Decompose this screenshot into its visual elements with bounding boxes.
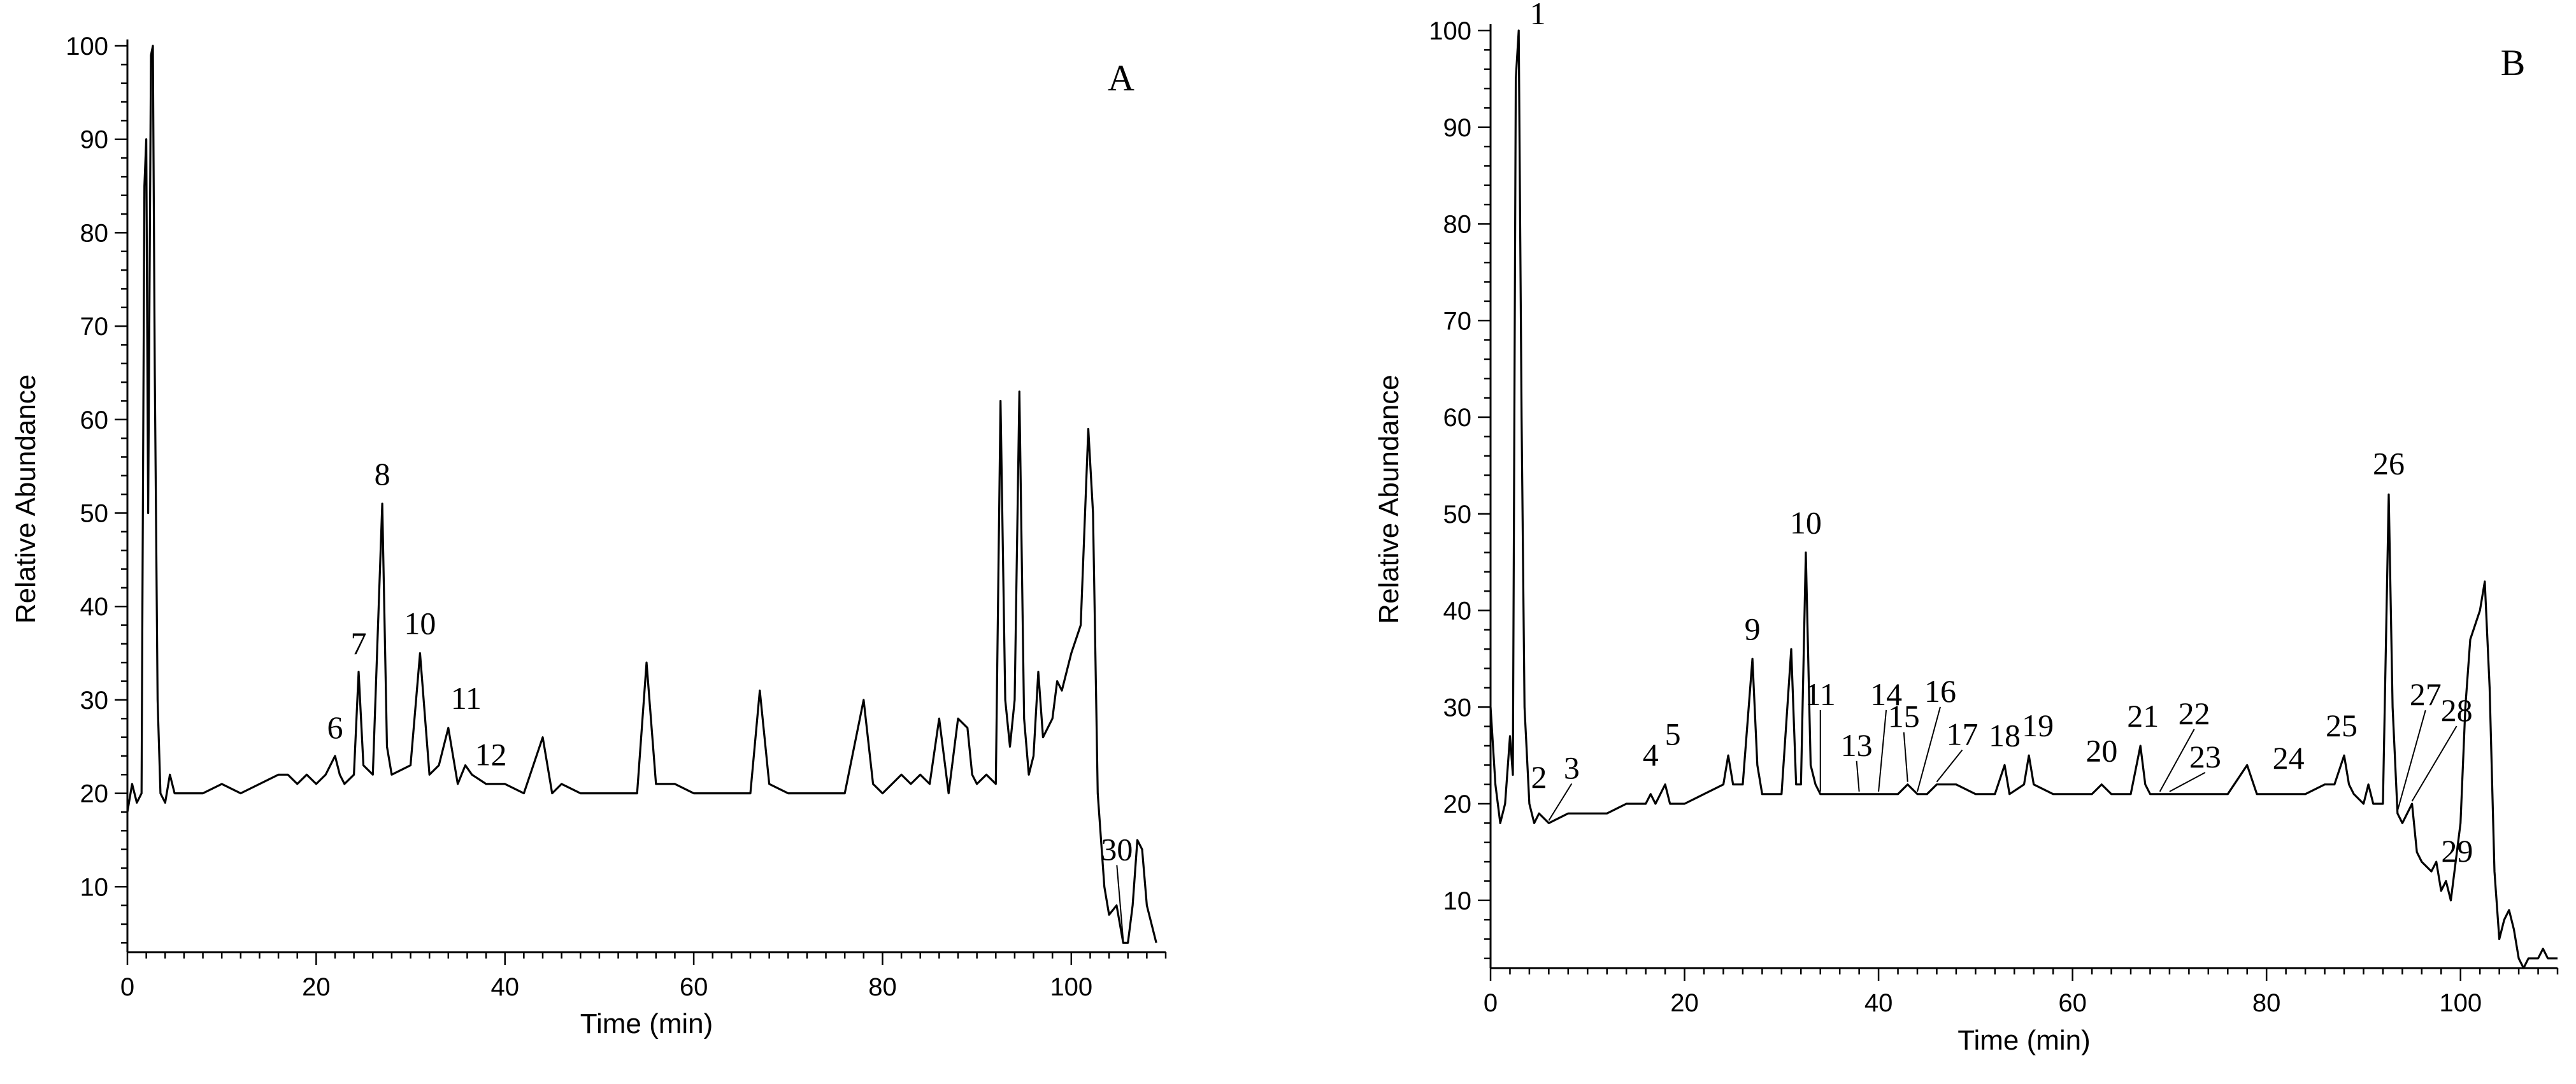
y-tick-label: 40 xyxy=(1443,597,1472,625)
peak-label: 4 xyxy=(1643,737,1659,773)
peak-label: 10 xyxy=(1790,504,1822,540)
peak-leader-line xyxy=(2396,710,2426,811)
x-tick-label: 100 xyxy=(2439,989,2482,1017)
y-tick-label: 30 xyxy=(80,687,109,715)
y-tick-label: 70 xyxy=(1443,307,1472,335)
peak-leader-line xyxy=(2159,729,2195,792)
peak-label: 25 xyxy=(2326,708,2358,743)
peak-label: 13 xyxy=(1841,727,1873,763)
y-tick-label: 70 xyxy=(80,313,109,341)
peak-leader-line xyxy=(1936,750,1963,783)
x-tick-label: 60 xyxy=(2058,989,2087,1017)
x-axis-title: Time (min) xyxy=(1957,1025,2091,1056)
y-tick-label: 20 xyxy=(80,780,109,808)
y-tick-label: 50 xyxy=(80,500,109,528)
peak-label: 28 xyxy=(2441,692,2473,728)
x-tick-label: 0 xyxy=(1484,989,1498,1017)
peak-leader-line xyxy=(1917,706,1941,792)
peak-label: 20 xyxy=(2086,733,2117,769)
peak-leader-line xyxy=(1856,760,1860,792)
chromatogram-panel-a: 0 20 40 60 80 100 10 20 30 40 50 60 70 80 90 100 Time (m… xyxy=(10,32,1167,1039)
peak-label: 3 xyxy=(1564,750,1580,785)
peak-label: 21 xyxy=(2127,698,2159,734)
peak-leader-line xyxy=(1548,783,1573,821)
x-tick-label: 40 xyxy=(490,973,519,1001)
panel-label: A xyxy=(1108,57,1134,99)
peak-label: 26 xyxy=(2373,445,2405,481)
x-tick-label: 60 xyxy=(680,973,708,1001)
y-tick-label: 60 xyxy=(1443,404,1472,432)
y-tick-label: 100 xyxy=(1429,17,1471,45)
panel-label: B xyxy=(2501,42,2526,83)
y-tick-label: 30 xyxy=(1443,694,1472,722)
peak-label: 1 xyxy=(1530,0,1546,31)
peak-leader-line xyxy=(1116,865,1124,941)
y-tick-label: 90 xyxy=(80,126,109,154)
peak-label: 6 xyxy=(327,710,343,745)
chromatogram-trace xyxy=(126,45,1157,944)
y-tick-label: 100 xyxy=(66,32,108,61)
y-tick-label: 60 xyxy=(80,406,109,434)
peak-label: 8 xyxy=(375,456,390,492)
peak-label: 29 xyxy=(2441,833,2473,869)
peak-label: 30 xyxy=(1101,831,1133,867)
y-tick-label: 40 xyxy=(80,593,109,621)
peak-label: 7 xyxy=(351,625,367,661)
x-tick-label: 80 xyxy=(2252,989,2281,1017)
x-tick-label: 20 xyxy=(1670,989,1699,1017)
peak-label: 11 xyxy=(1805,676,1836,712)
y-axis-title: Relative Abundance xyxy=(10,374,41,624)
x-tick-label: 0 xyxy=(120,973,134,1001)
peak-leader-line xyxy=(2411,725,2458,802)
x-tick-label: 40 xyxy=(1864,989,1893,1017)
y-tick-label: 80 xyxy=(1443,211,1472,239)
peak-label: 10 xyxy=(404,606,436,641)
y-tick-label: 20 xyxy=(1443,790,1472,818)
peak-label: 12 xyxy=(475,737,506,773)
chromatogram-panel-b: 0 20 40 60 80 100 10 20 30 40 50 60 70 80 90 100 Time (m… xyxy=(1373,0,2559,1056)
peak-label: 18 xyxy=(1989,717,2021,753)
x-tick-label: 80 xyxy=(868,973,897,1001)
peak-label: 17 xyxy=(1946,717,1978,752)
peak-label: 11 xyxy=(451,680,482,716)
y-tick-label: 50 xyxy=(1443,501,1472,529)
peak-label: 16 xyxy=(1924,673,1956,709)
y-tick-label: 90 xyxy=(1443,114,1472,142)
peak-leader-line xyxy=(1878,710,1887,792)
peak-label: 23 xyxy=(2189,739,2221,774)
chromatogram-trace xyxy=(1489,29,2558,969)
x-tick-label: 100 xyxy=(1050,973,1092,1001)
x-axis-title: Time (min) xyxy=(580,1008,713,1039)
x-tick-label: 20 xyxy=(302,973,331,1001)
peak-leader-line xyxy=(2169,771,2206,792)
y-tick-label: 80 xyxy=(80,219,109,247)
peak-leader-line xyxy=(1903,732,1908,782)
y-tick-label: 10 xyxy=(1443,887,1472,915)
peak-label: 2 xyxy=(1531,759,1547,795)
y-axis-title: Relative Abundance xyxy=(1373,374,1405,624)
peak-label: 9 xyxy=(1745,611,1761,646)
peak-label: 15 xyxy=(1888,699,1920,734)
peak-label: 22 xyxy=(2179,695,2210,731)
y-tick-label: 10 xyxy=(80,873,109,901)
peak-label: 5 xyxy=(1665,717,1681,752)
peak-label: 14 xyxy=(1870,676,1902,712)
peak-label: 19 xyxy=(2022,708,2054,743)
peak-label: 27 xyxy=(2410,676,2442,712)
peak-label: 24 xyxy=(2273,740,2305,776)
